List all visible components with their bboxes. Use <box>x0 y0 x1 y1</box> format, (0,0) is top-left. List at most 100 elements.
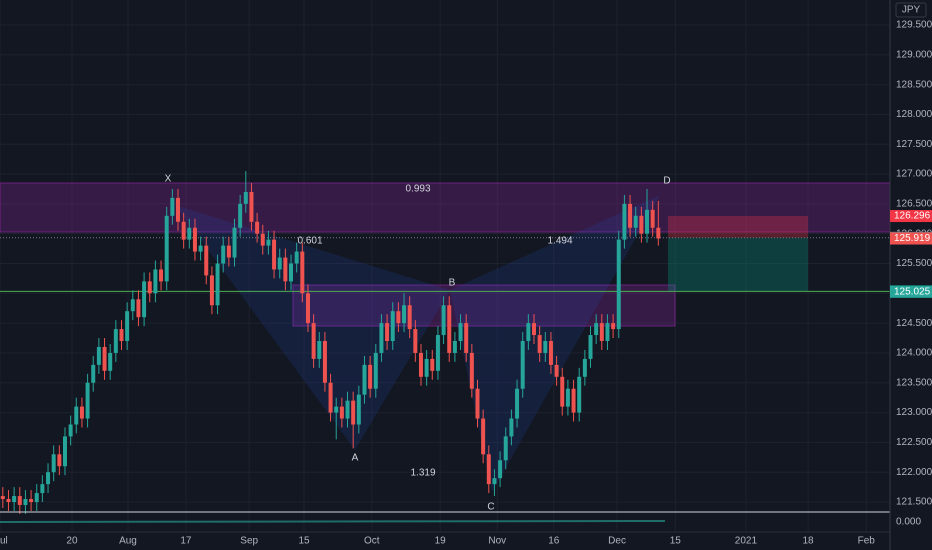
candle-body <box>34 493 39 503</box>
candle-body <box>68 424 73 437</box>
candle-body <box>305 293 310 324</box>
x-tick-label: 19 <box>435 536 447 547</box>
candle-body <box>594 323 599 336</box>
candle-body <box>639 215 644 234</box>
candle-body <box>204 245 209 276</box>
candle-body <box>317 341 322 359</box>
pattern-point: C <box>487 502 494 513</box>
candle-body <box>373 352 378 389</box>
candle-body <box>441 305 446 336</box>
candle-body <box>192 227 197 252</box>
pattern-point: A <box>352 453 359 464</box>
candle-body <box>322 341 327 383</box>
candle-body <box>198 245 203 252</box>
price-axis <box>890 0 932 550</box>
x-tick-label: 15 <box>670 536 682 547</box>
candle-body <box>430 358 435 371</box>
candle-body <box>272 239 277 270</box>
candle-body <box>548 341 553 365</box>
candle-body <box>334 406 339 413</box>
candle-body <box>130 299 135 312</box>
x-tick-label: Aug <box>119 536 137 547</box>
candle-body <box>232 227 237 258</box>
candle-body <box>633 215 638 228</box>
candle-body <box>147 281 152 294</box>
candle-body <box>209 275 214 306</box>
y-tick-label: 125.500 <box>896 258 932 269</box>
candle-body <box>605 323 610 342</box>
candle-body <box>0 496 5 500</box>
candle-body <box>407 305 412 330</box>
x-tick-label: 20 <box>66 536 78 547</box>
candle-body <box>424 358 429 377</box>
x-tick-label: 18 <box>803 536 815 547</box>
candle-body <box>515 388 520 419</box>
y-tick-label: 126.500 <box>896 199 932 210</box>
candle-body <box>469 352 474 389</box>
x-tick-label: Feb <box>858 536 876 547</box>
candle-body <box>6 499 11 503</box>
candle-body <box>543 341 548 353</box>
candle-body <box>12 496 17 503</box>
candle-body <box>266 239 271 246</box>
y-tick-label: 122.500 <box>896 437 932 448</box>
y-tick-label: 127.500 <box>896 139 932 150</box>
candle-body <box>328 382 333 413</box>
candle-body <box>176 197 180 222</box>
target-zone <box>668 237 808 292</box>
candle-body <box>435 335 440 371</box>
candles <box>0 171 661 514</box>
candle-body <box>91 364 96 383</box>
candle-body <box>464 323 469 353</box>
candle-body <box>17 496 22 505</box>
candle-body <box>492 478 497 485</box>
stop-zone <box>668 216 808 238</box>
y-tick-label: 123.500 <box>896 377 932 388</box>
ratio-label: 0.601 <box>297 236 322 247</box>
x-tick-label: Oct <box>364 536 380 547</box>
candle-body <box>153 269 158 294</box>
candle-body <box>526 323 531 342</box>
currency: JPY <box>902 5 921 16</box>
pattern-point: D <box>663 176 670 187</box>
ratio-label: 0.993 <box>405 184 430 195</box>
candle-body <box>554 364 559 377</box>
candle-body <box>396 311 401 324</box>
candle-body <box>560 376 565 407</box>
candle-body <box>40 484 45 494</box>
x-tick-label: Sep <box>240 536 258 547</box>
y-tick-label: 129.000 <box>896 49 932 60</box>
candle-body <box>537 335 542 353</box>
candle-body <box>628 203 633 228</box>
zone-box <box>0 182 891 233</box>
candle-body <box>571 388 576 413</box>
candle-body <box>119 329 124 342</box>
candle-body <box>300 251 305 294</box>
candle-body <box>385 323 390 342</box>
candle-body <box>85 382 90 419</box>
candle-body <box>159 269 164 282</box>
candle-body <box>362 364 367 395</box>
ratio-label: 1.319 <box>410 468 435 479</box>
candle-body <box>486 454 491 485</box>
y-tick-label: 124.500 <box>896 318 932 329</box>
price-badge <box>890 210 932 223</box>
candle-body <box>277 257 282 270</box>
candle-body <box>226 245 231 258</box>
candle-body <box>51 454 56 473</box>
candle-body <box>418 352 423 377</box>
y-tick-label: 122.000 <box>896 467 932 478</box>
candle-body <box>125 311 130 342</box>
candle-body <box>113 329 118 353</box>
candle-body <box>368 364 373 389</box>
candle-body <box>170 197 175 216</box>
candle-body <box>402 305 407 324</box>
y-tick-label: 129.500 <box>896 20 932 31</box>
candle-body <box>142 281 147 318</box>
indicator-line <box>0 520 666 523</box>
candle-body <box>23 499 28 505</box>
x-tick-label: 17 <box>180 536 192 547</box>
candle-body <box>289 263 294 282</box>
candle-body <box>379 323 384 353</box>
x-tick-label: ul <box>0 536 8 547</box>
